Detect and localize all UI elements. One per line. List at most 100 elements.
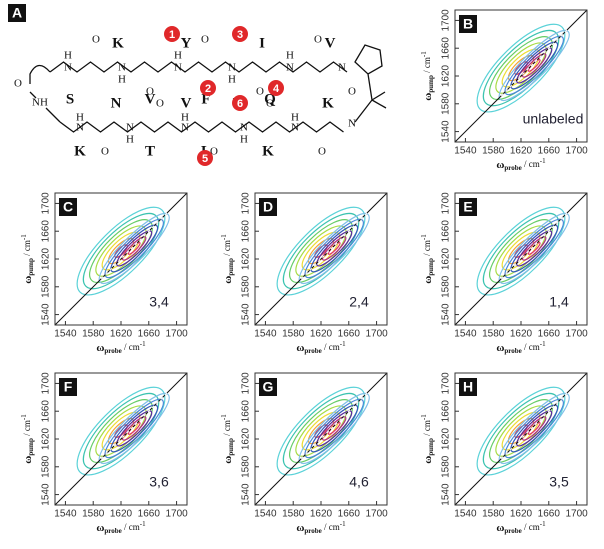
y-tick-label: 1540 xyxy=(441,303,452,326)
contour xyxy=(321,416,347,441)
y-tick-label: 1540 xyxy=(441,120,452,143)
axis-unit: / cm xyxy=(522,159,540,169)
axis-sub: pump xyxy=(427,438,435,456)
axis-symbol: ω xyxy=(222,276,234,284)
residue-letter: N xyxy=(111,95,122,111)
axis-symbol: ω xyxy=(422,93,434,101)
contour xyxy=(521,416,547,441)
panel-letter-box xyxy=(8,4,26,22)
x-tick-label: 1660 xyxy=(538,329,561,340)
y-tick-label: 1540 xyxy=(41,303,52,326)
axis-title: ωprobe / cm-1 xyxy=(496,520,546,535)
atom-label: O xyxy=(156,98,164,110)
contour xyxy=(289,219,353,284)
x-tick-label: 1540 xyxy=(254,329,277,340)
axis-sup: -1 xyxy=(540,157,546,165)
contour xyxy=(516,230,553,267)
contour xyxy=(89,219,153,284)
sample-label: 2,4 xyxy=(349,294,369,310)
x-tick-label: 1700 xyxy=(365,509,388,520)
axis-unit: / cm xyxy=(322,522,340,532)
contour xyxy=(304,398,364,459)
axis-title: ωprobe / cm-1 xyxy=(96,340,146,355)
y-tick-label: 1620 xyxy=(41,247,52,270)
axis-symbol: ω xyxy=(22,276,34,284)
panel-letter: D xyxy=(263,199,273,215)
y-tick-label: 1620 xyxy=(441,427,452,450)
x-tick-label: 1620 xyxy=(510,146,533,157)
contour xyxy=(110,404,159,453)
axis-sub: pump xyxy=(427,75,435,93)
contour xyxy=(310,404,359,453)
x-tick-label: 1660 xyxy=(138,329,161,340)
atom-label: O xyxy=(101,146,109,158)
atom-label: H xyxy=(64,50,72,62)
contour xyxy=(476,206,566,296)
contours xyxy=(455,193,587,325)
y-tick-label: 1660 xyxy=(41,400,52,423)
contour xyxy=(476,23,566,113)
atom-label: H xyxy=(286,50,294,62)
residue-letter: K xyxy=(262,143,274,159)
x-tick-label: 1540 xyxy=(254,509,277,520)
axis-title: ωpump / cm-1 xyxy=(420,51,435,101)
panel-letter: H xyxy=(463,379,473,395)
y-tick-label: 1580 xyxy=(241,455,252,478)
contour xyxy=(121,236,147,261)
axis-unit: / cm xyxy=(422,57,432,75)
marker-number: 1 xyxy=(169,29,175,41)
axis-title: ωprobe / cm-1 xyxy=(296,520,346,535)
x-tick-label: 1620 xyxy=(310,329,333,340)
contour xyxy=(476,386,566,476)
marker-number: 5 xyxy=(202,153,208,165)
contour xyxy=(504,35,564,96)
y-tick-label: 1580 xyxy=(441,455,452,478)
axis-sup: -1 xyxy=(420,234,428,240)
y-tick-label: 1700 xyxy=(241,372,252,395)
contour xyxy=(504,218,564,279)
axis-sub: pump xyxy=(427,258,435,276)
marker-number: 2 xyxy=(205,83,211,95)
panel-letter: B xyxy=(463,16,473,32)
contour xyxy=(76,386,166,476)
axis-sub: probe xyxy=(504,164,521,172)
x-tick-label: 1700 xyxy=(565,146,588,157)
axis-sub: probe xyxy=(304,527,321,535)
atom-label: H xyxy=(174,50,182,62)
x-tick-label: 1540 xyxy=(454,329,477,340)
axis-sub: probe xyxy=(104,347,121,355)
axis-sub: pump xyxy=(227,438,235,456)
contour xyxy=(489,36,553,101)
axis-symbol: ω xyxy=(296,522,304,534)
contours xyxy=(255,373,387,505)
atom-label: N xyxy=(348,118,356,130)
contour xyxy=(276,386,366,476)
sample-label: 3,5 xyxy=(549,474,569,490)
y-tick-label: 1580 xyxy=(441,275,452,298)
y-tick-label: 1660 xyxy=(441,220,452,243)
x-tick-label: 1700 xyxy=(565,329,588,340)
x-tick-label: 1540 xyxy=(54,329,77,340)
x-tick-label: 1700 xyxy=(365,329,388,340)
axis-sub: pump xyxy=(227,258,235,276)
atom-label: O xyxy=(256,86,264,98)
label-marker xyxy=(197,150,213,166)
backbone xyxy=(59,121,344,133)
residue-letter: Y xyxy=(181,35,192,51)
y-tick-label: 1580 xyxy=(41,275,52,298)
spectrum-panel: 1540 1580 1620 1660 1700 1540 1580 1620 1660 1700… xyxy=(220,192,389,355)
y-tick-label: 1580 xyxy=(441,92,452,115)
axis-unit: / cm xyxy=(422,420,432,438)
atom-label: N xyxy=(240,122,248,134)
axis-sup: -1 xyxy=(140,520,146,528)
x-tick-label: 1620 xyxy=(510,329,533,340)
y-tick-label: 1620 xyxy=(441,247,452,270)
spectrum-panel: 1540 1580 1620 1660 1700 1540 1580 1620 1660 1700… xyxy=(20,372,189,535)
contour xyxy=(116,230,153,267)
x-tick-label: 1620 xyxy=(510,509,533,520)
contour xyxy=(104,398,164,459)
axis-symbol: ω xyxy=(296,342,304,354)
contours xyxy=(55,373,187,505)
axis-title: ωpump / cm-1 xyxy=(420,414,435,464)
axis-symbol: ω xyxy=(22,456,34,464)
